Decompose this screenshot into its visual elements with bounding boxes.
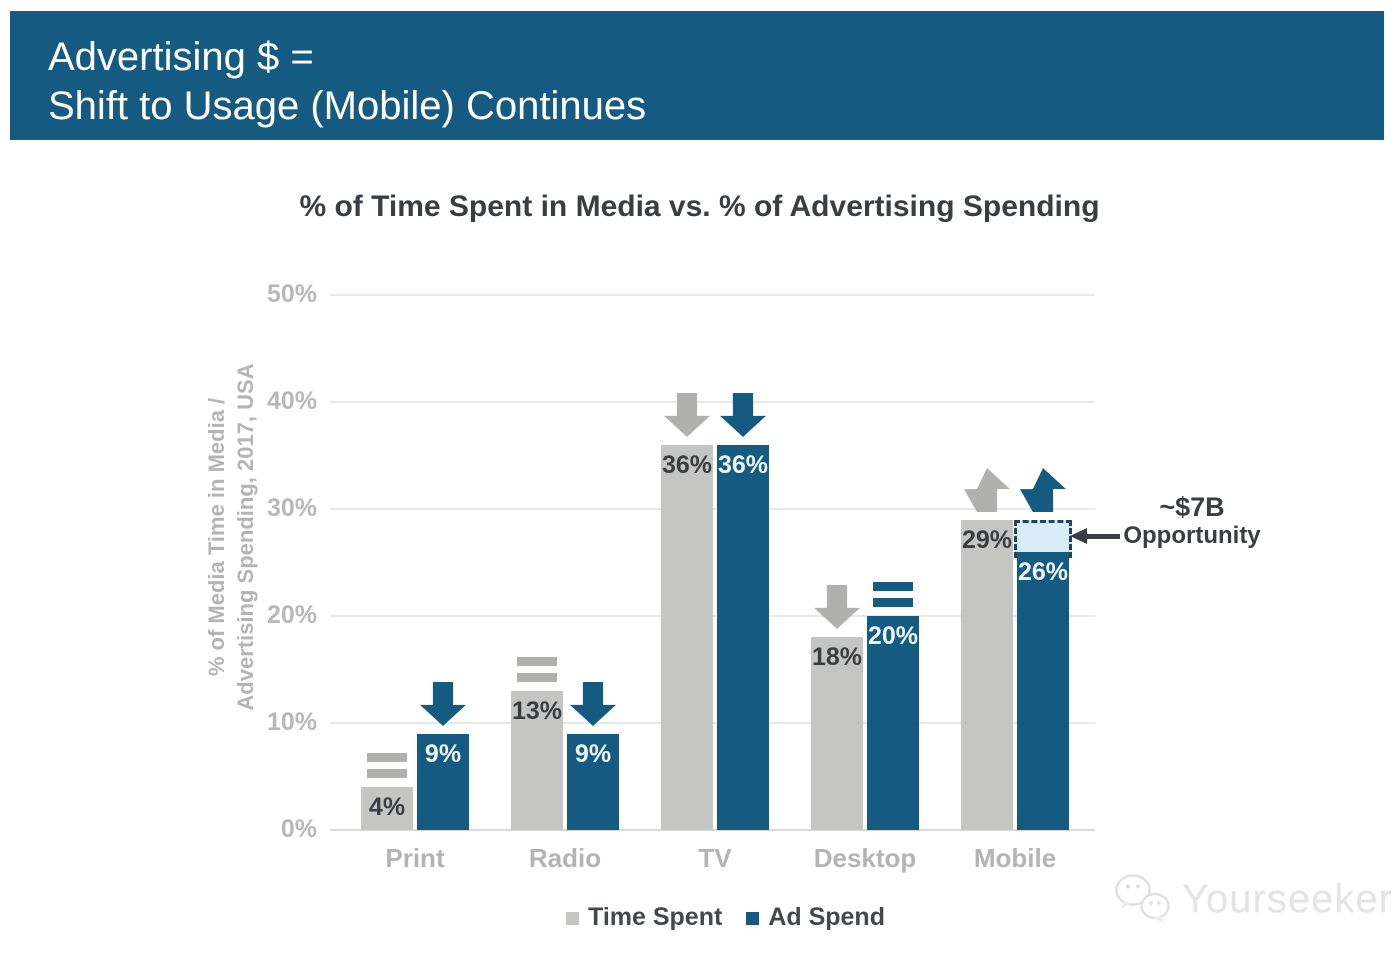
equal-strip xyxy=(517,673,557,682)
legend-swatch xyxy=(566,912,580,925)
trend-up-icon xyxy=(964,468,1010,512)
legend-label: Ad Spend xyxy=(768,903,885,931)
opportunity-arrow-head-icon xyxy=(1070,528,1087,544)
y-tick-label: 0% xyxy=(280,815,317,843)
category-label-mobile: Mobile xyxy=(973,843,1057,873)
legend-item-ad-spend: Ad Spend xyxy=(746,903,885,932)
trend-down-icon xyxy=(570,682,616,726)
trend-up-icon xyxy=(1020,468,1066,512)
wechat-bubbles-icon xyxy=(1115,874,1170,924)
y-tick-label: 50% xyxy=(266,280,317,308)
trend-down-icon xyxy=(420,682,466,726)
watermark-text: Yourseeker xyxy=(1182,876,1393,921)
gridline-40 xyxy=(330,401,1095,403)
trend-equal-icon xyxy=(517,657,557,682)
bar-value-label: 26% xyxy=(1017,558,1069,586)
slide-header: Advertising $ = Shift to Usage (Mobile) … xyxy=(10,11,1384,140)
time-spent-bar xyxy=(961,520,1013,830)
trend-down-icon xyxy=(720,393,766,437)
equal-strip xyxy=(873,598,913,607)
opportunity-label: Opportunity xyxy=(1123,522,1261,549)
equal-strip xyxy=(367,753,407,762)
category-label-radio: Radio xyxy=(528,843,602,873)
time-spent-bar xyxy=(361,787,413,830)
opportunity-annotation: ~$7B Opportunity xyxy=(1118,492,1266,550)
ad-spend-bar xyxy=(867,616,919,830)
category-label-desktop: Desktop xyxy=(813,843,917,873)
bar-value-label: 18% xyxy=(811,643,863,671)
trend-equal-icon xyxy=(873,582,913,607)
header-title-line-1: Advertising $ = xyxy=(48,35,314,79)
time-spent-bar xyxy=(511,691,563,830)
time-spent-bar xyxy=(661,445,713,830)
y-tick-label: 30% xyxy=(266,494,317,522)
legend-swatch xyxy=(746,912,760,925)
legend: Time Spent Ad Spend xyxy=(0,903,1399,932)
bar-value-label: 13% xyxy=(511,697,563,725)
header-title-line-2: Shift to Usage (Mobile) Continues xyxy=(48,84,647,128)
gridline-0 xyxy=(330,829,1095,831)
y-axis-label-line-1: % of Media Time in Media / xyxy=(204,397,229,677)
chart-title: % of Time Spent in Media vs. % of Advert… xyxy=(299,190,1100,223)
y-tick-label: 10% xyxy=(266,708,317,736)
equal-strip xyxy=(873,582,913,591)
bar-value-label: 20% xyxy=(867,622,919,650)
bar-value-label: 9% xyxy=(424,740,462,768)
trend-down-icon xyxy=(664,393,710,437)
opportunity-arrow xyxy=(1086,534,1120,539)
ad-spend-bar xyxy=(567,734,619,830)
category-label-tv: TV xyxy=(698,843,732,873)
equal-strip xyxy=(517,657,557,666)
ad-spend-bar xyxy=(417,734,469,830)
category-label-print: Print xyxy=(385,843,445,873)
trend-down-icon xyxy=(814,585,860,629)
legend-label: Time Spent xyxy=(588,903,723,931)
trend-equal-icon xyxy=(367,753,407,778)
equal-strip xyxy=(367,769,407,778)
watermark: Yourseeker xyxy=(1110,870,1393,928)
ad-spend-bar xyxy=(717,445,769,830)
opportunity-value: ~$7B xyxy=(1159,492,1225,522)
bar-value-label: 9% xyxy=(574,740,612,768)
ad-spend-bar xyxy=(1017,552,1069,830)
gridline-50 xyxy=(330,294,1095,296)
time-spent-bar xyxy=(811,637,863,830)
legend-item-time-spent: Time Spent xyxy=(566,903,722,932)
y-tick-label: 40% xyxy=(266,387,317,415)
bar-value-label: 29% xyxy=(961,526,1013,554)
bar-value-label: 4% xyxy=(368,793,406,821)
bar-value-label: 36% xyxy=(717,451,769,479)
bar-value-label: 36% xyxy=(661,451,713,479)
y-tick-label: 20% xyxy=(266,601,317,629)
